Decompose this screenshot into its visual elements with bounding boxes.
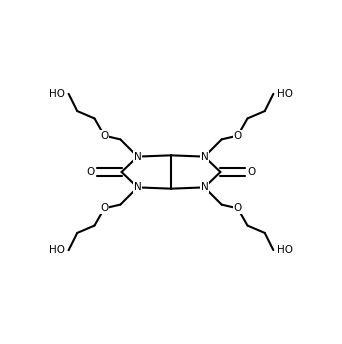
Text: HO: HO: [49, 89, 65, 99]
Text: O: O: [247, 167, 255, 177]
Text: N: N: [200, 152, 208, 162]
Text: N: N: [200, 182, 208, 192]
Text: HO: HO: [49, 245, 65, 255]
Text: O: O: [100, 203, 108, 213]
Text: N: N: [134, 152, 142, 162]
Text: O: O: [234, 203, 242, 213]
Text: HO: HO: [277, 245, 293, 255]
Text: O: O: [100, 131, 108, 141]
Text: O: O: [234, 131, 242, 141]
Text: HO: HO: [277, 89, 293, 99]
Text: N: N: [134, 182, 142, 192]
Text: O: O: [87, 167, 95, 177]
